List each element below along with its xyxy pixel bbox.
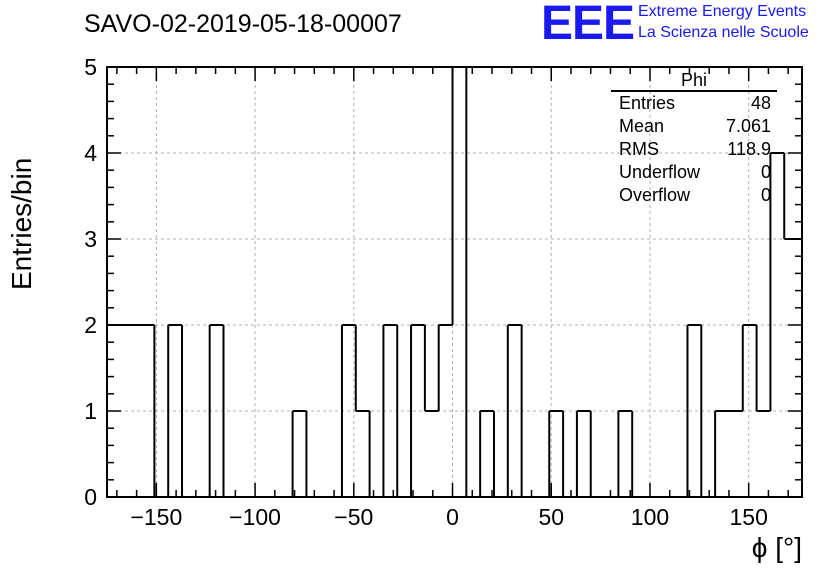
stats-row: Mean 7.061 [611, 115, 777, 138]
stats-title: Phi [611, 70, 777, 92]
logo-subtitle-1: Extreme Energy Events [638, 3, 807, 20]
stats-row: RMS 118.9 [611, 138, 777, 161]
stats-label: Entries [619, 93, 676, 113]
x-tick-label: −100 [229, 504, 281, 530]
axis-tick-labels: −150 −100 −50 0 50 100 150 0 1 2 3 4 5 [84, 54, 768, 530]
stats-value: 7.061 [725, 116, 771, 136]
x-tick-label: −50 [334, 504, 373, 530]
y-tick-label: 4 [84, 140, 97, 166]
stats-value: 0 [760, 162, 771, 182]
logo-subtitle-2: La Scienza nelle Scuole [638, 24, 809, 41]
y-tick-label: 5 [84, 54, 97, 80]
stats-label: Mean [619, 116, 665, 136]
plot-frame [106, 66, 803, 498]
stats-label: Overflow [619, 185, 691, 205]
stats-box: Phi Entries 48 Mean 7.061 RMS 118.9 Unde… [611, 70, 777, 207]
stats-value: 118.9 [727, 139, 771, 159]
stats-value: 0 [760, 185, 771, 205]
y-tick-label: 3 [84, 226, 97, 252]
y-tick-label: 2 [84, 312, 97, 338]
eee-logo: EEE [541, 0, 635, 50]
stats-label: Underflow [619, 162, 701, 182]
y-tick-label: 1 [84, 398, 97, 424]
x-tick-label: 100 [631, 504, 669, 530]
stats-row: Overflow 0 [611, 184, 777, 207]
y-tick-label: 0 [84, 484, 97, 510]
x-axis-label: ϕ [°] [751, 532, 802, 563]
x-tick-label: 0 [446, 504, 459, 530]
y-axis-label: Entries/bin [6, 157, 37, 290]
stats-row: Entries 48 [611, 92, 777, 115]
axis-ticks [107, 66, 802, 498]
x-tick-label: 50 [538, 504, 564, 530]
stats-row: Underflow 0 [611, 161, 777, 184]
x-tick-label: 150 [730, 504, 768, 530]
x-tick-label: −150 [130, 504, 182, 530]
chart-title: SAVO-02-2019-05-18-00007 [84, 10, 402, 38]
stats-value: 48 [750, 93, 771, 113]
stats-label: RMS [619, 139, 659, 159]
